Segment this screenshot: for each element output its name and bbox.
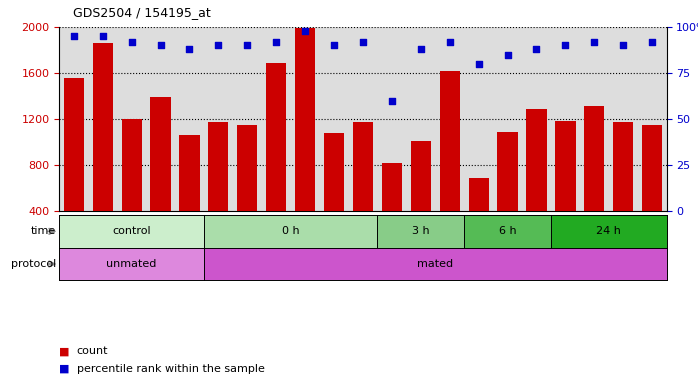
- Text: ■: ■: [59, 346, 70, 356]
- Point: [444, 38, 455, 45]
- Bar: [121, 119, 142, 257]
- Text: control: control: [112, 226, 151, 237]
- Bar: [150, 97, 170, 257]
- Bar: [352, 122, 373, 257]
- Text: 0 h: 0 h: [282, 226, 299, 237]
- Point: [68, 33, 80, 39]
- Text: ■: ■: [59, 364, 70, 374]
- Bar: [555, 121, 575, 257]
- Point: [646, 38, 658, 45]
- Point: [184, 46, 195, 52]
- Point: [502, 51, 513, 58]
- Text: unmated: unmated: [106, 259, 157, 269]
- Bar: [237, 125, 258, 257]
- Bar: [324, 133, 344, 257]
- Point: [415, 46, 426, 52]
- Point: [588, 38, 600, 45]
- Bar: [179, 135, 200, 257]
- Point: [213, 42, 224, 48]
- Bar: [295, 28, 315, 257]
- Bar: [208, 122, 228, 257]
- Bar: [93, 43, 113, 257]
- Point: [329, 42, 340, 48]
- Bar: [468, 178, 489, 257]
- Text: percentile rank within the sample: percentile rank within the sample: [77, 364, 265, 374]
- Bar: [526, 109, 547, 257]
- Point: [618, 42, 629, 48]
- Bar: [440, 71, 460, 257]
- Point: [242, 42, 253, 48]
- Bar: [410, 141, 431, 257]
- Point: [560, 42, 571, 48]
- Text: 3 h: 3 h: [412, 226, 429, 237]
- Point: [386, 98, 397, 104]
- Text: GDS2504 / 154195_at: GDS2504 / 154195_at: [73, 6, 211, 19]
- Point: [473, 61, 484, 67]
- Point: [357, 38, 369, 45]
- Text: mated: mated: [417, 259, 453, 269]
- Point: [531, 46, 542, 52]
- Bar: [64, 78, 84, 257]
- Bar: [642, 125, 662, 257]
- Text: protocol: protocol: [10, 259, 56, 269]
- Bar: [498, 132, 518, 257]
- Point: [271, 38, 282, 45]
- Point: [155, 42, 166, 48]
- Point: [299, 28, 311, 34]
- Text: time: time: [31, 226, 56, 237]
- Text: 6 h: 6 h: [499, 226, 517, 237]
- Bar: [613, 122, 633, 257]
- Bar: [382, 163, 402, 257]
- Text: 24 h: 24 h: [596, 226, 621, 237]
- Text: count: count: [77, 346, 108, 356]
- Bar: [266, 63, 286, 257]
- Point: [97, 33, 108, 39]
- Point: [126, 38, 138, 45]
- Bar: [584, 106, 604, 257]
